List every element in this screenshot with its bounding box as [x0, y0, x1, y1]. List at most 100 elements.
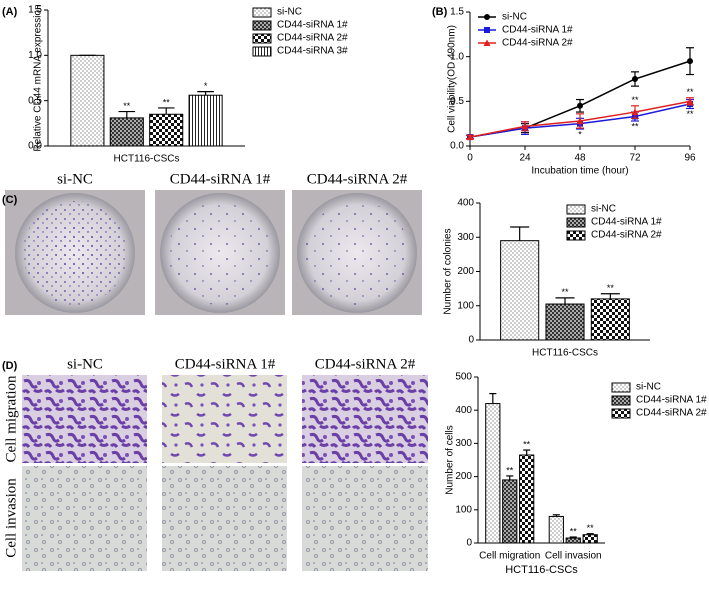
significance: **	[587, 523, 595, 533]
significance: **	[686, 109, 694, 119]
legend-swatch	[566, 217, 586, 228]
significance: **	[163, 97, 171, 107]
photo	[22, 466, 147, 571]
bar	[582, 534, 598, 544]
x-tick-label: 96	[684, 153, 696, 164]
significance: **	[631, 95, 639, 105]
bar	[500, 240, 540, 341]
bar	[188, 94, 223, 147]
x-axis-label: Incubation time (hour)	[531, 166, 628, 177]
y-tick-label: 0.5	[28, 95, 42, 106]
point	[483, 39, 491, 46]
y-axis-label: Number of colonies	[443, 228, 454, 314]
legend-label: si-NC	[636, 382, 661, 393]
point	[484, 27, 490, 33]
y-tick-label: 500	[455, 372, 472, 383]
legend-swatch	[252, 46, 272, 57]
bar	[519, 454, 535, 544]
y-tick-label: 1.0	[450, 51, 464, 62]
point	[521, 122, 529, 130]
photo	[302, 466, 428, 571]
point	[631, 108, 639, 116]
legend-label: CD44-siRNA 2#	[502, 38, 573, 49]
panel-label: (C)	[2, 194, 18, 206]
y-tick-label: 400	[455, 405, 472, 416]
bar	[485, 403, 501, 544]
photo-label: si-NC	[57, 171, 93, 187]
legend-label: si-NC	[591, 204, 616, 215]
significance: **	[631, 121, 639, 131]
bar	[149, 113, 184, 147]
legend-swatch	[252, 20, 272, 31]
y-tick-label: 0.5	[450, 96, 464, 107]
y-axis-label: Cell viability(OD 490nm)	[447, 25, 458, 133]
legend-swatch	[252, 7, 272, 18]
y-tick-label: 300	[455, 438, 472, 449]
significance: **	[570, 526, 578, 536]
y-tick-label: 200	[457, 266, 474, 277]
y-tick-label: 1.5	[450, 7, 464, 18]
y-tick-label: 0	[468, 335, 474, 346]
panel-label: (A)	[2, 6, 18, 18]
point	[466, 133, 474, 141]
significance: **	[523, 439, 531, 449]
photo	[162, 466, 287, 571]
significance: **	[561, 287, 569, 297]
legend-label: CD44-siRNA 1#	[502, 25, 573, 36]
legend-swatch	[566, 204, 586, 215]
panel-label: (B)	[432, 6, 448, 18]
legend-swatch	[611, 382, 631, 393]
legend-label: CD44-siRNA 2#	[636, 408, 707, 419]
bar	[70, 54, 105, 147]
y-tick-label: 0.0	[28, 141, 42, 152]
x-tick-label: HCT116-CSCs	[532, 348, 598, 359]
point	[577, 102, 583, 109]
photo	[162, 375, 287, 463]
bar	[590, 298, 630, 341]
legend-label: CD44-siRNA 1#	[636, 395, 707, 406]
y-tick-label: 300	[457, 232, 474, 243]
y-tick-label: 0.0	[450, 141, 464, 152]
x-tick-label: Cell migration	[479, 551, 540, 562]
photo-label: si-NC	[67, 356, 103, 372]
y-axis-label: Relative CD44 mRNA expression	[33, 4, 44, 151]
photo-label: CD44-siRNA 2#	[315, 356, 416, 372]
x-tick-label: Cell invasion	[545, 551, 602, 562]
bar	[565, 537, 581, 544]
legend-swatch	[566, 230, 586, 241]
legend-label: CD44-siRNA 2#	[591, 230, 662, 241]
bar	[548, 515, 564, 544]
legend-label: si-NC	[277, 7, 302, 18]
x-axis-label: HCT116-CSCs	[505, 564, 578, 576]
legend-label: CD44-siRNA 2#	[277, 33, 348, 44]
bar	[502, 479, 518, 544]
x-tick-label: HCT116-CSCs	[114, 154, 180, 165]
transwell-photos	[22, 375, 428, 571]
row-label: Cell migration	[3, 375, 19, 463]
photo-label: CD44-siRNA 1#	[175, 356, 276, 372]
legend-label: CD44-siRNA 1#	[591, 217, 662, 228]
y-axis-label: Number of cells	[445, 425, 456, 494]
photo	[302, 375, 428, 463]
y-tick-label: 100	[455, 504, 472, 515]
y-tick-label: 100	[457, 300, 474, 311]
x-tick-label: 0	[467, 153, 473, 164]
x-tick-label: 72	[629, 153, 641, 164]
legend-label: si-NC	[502, 12, 527, 23]
y-tick-label: 1.5	[28, 5, 42, 16]
bar	[545, 303, 585, 341]
y-tick-label: 200	[455, 471, 472, 482]
photo-label: CD44-siRNA 2#	[307, 171, 408, 187]
colonies	[305, 201, 409, 305]
legend-swatch	[611, 408, 631, 419]
colony-photos	[5, 190, 422, 315]
row-label: Cell invasion	[3, 478, 19, 558]
photo	[22, 375, 147, 463]
x-tick-label: 24	[519, 153, 531, 164]
panel-label: (D)	[2, 360, 18, 372]
colonies	[55, 225, 105, 275]
y-tick-label: 1.0	[28, 50, 42, 61]
legend-swatch	[252, 33, 272, 44]
x-tick-label: 48	[574, 153, 586, 164]
